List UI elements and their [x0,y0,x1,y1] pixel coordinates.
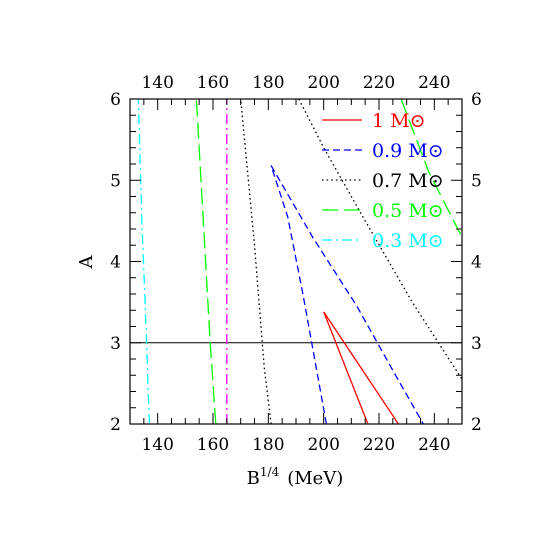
x-tick-label-bottom: 240 [418,435,450,455]
series-line-0_7-0 [240,99,272,424]
x-tick-label-bottom: 140 [141,435,173,455]
legend-label: 0.5 M⊙ [372,200,444,222]
x-tick-label-top: 140 [141,73,173,93]
legend-label: 0.7 M⊙ [372,170,444,192]
y-tick-label-right: 2 [471,415,482,435]
series-line-0_9-1 [270,165,424,424]
legend-label: 1 M⊙ [372,110,426,132]
legend-label: 0.9 M⊙ [372,140,444,162]
y-tick-label-right: 6 [471,90,482,110]
x-tick-label-top: 200 [307,73,339,93]
series-line-0_7-1 [298,99,462,380]
x-tick-label-bottom: 200 [307,435,339,455]
tick-label-layer: 140 140 160 160 180 180 200 200 220 220 240 240 2 2 3 3… [110,73,482,455]
y-tick-label-left: 5 [110,171,121,191]
series-line-1-0 [323,311,399,424]
series-line-0_3-0 [137,99,151,424]
x-axis-title-base: B [247,468,260,489]
x-tick-label-top: 160 [197,73,229,93]
y-tick-label-left: 2 [110,415,121,435]
x-axis-title-superscript: 1/4 [260,465,280,479]
series-line-0_5-0 [195,99,217,424]
y-tick-label-right: 3 [471,334,482,354]
y-tick-label-left: 6 [110,90,121,110]
y-axis-title: A [76,255,97,270]
x-axis-title: B1/4 (MeV) [247,465,344,489]
x-axis-title-units: (MeV) [287,468,343,489]
x-tick-label-top: 240 [418,73,450,93]
series-layer [137,99,462,424]
x-tick-label-bottom: 220 [363,435,395,455]
y-tick-label-left: 4 [110,253,121,273]
legend: 1 M⊙ 0.9 M⊙ 0.7 M⊙ 0.5 M⊙ 0.3 M⊙ [322,110,444,252]
y-tick-label-right: 4 [471,253,482,273]
x-tick-label-top: 220 [363,73,395,93]
series-line-0_5-1 [400,99,462,238]
y-tick-label-right: 5 [471,171,482,191]
y-tick-label-left: 3 [110,334,121,354]
tick-layer [129,98,463,425]
x-tick-label-top: 180 [252,73,284,93]
series-line-0_9-0 [270,165,328,424]
legend-label: 0.3 M⊙ [372,230,444,252]
x-tick-label-bottom: 160 [197,435,229,455]
x-tick-label-bottom: 180 [252,435,284,455]
